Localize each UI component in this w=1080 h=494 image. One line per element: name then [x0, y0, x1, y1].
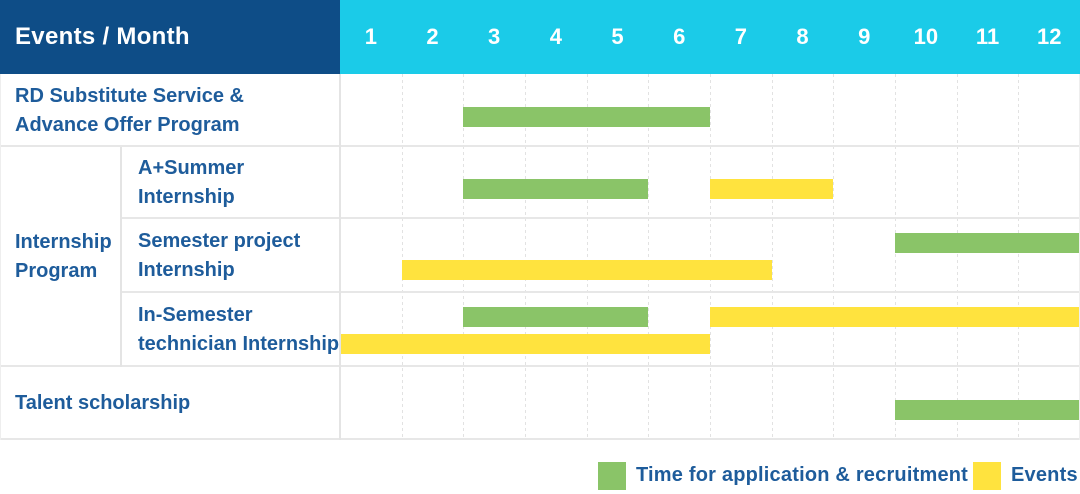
row-label-a-summer-internship: A+Summer Internship: [121, 147, 340, 219]
row-label-in-semester-technician-internship: In-Semester technician Internship: [121, 293, 340, 367]
gantt-bar-event: [340, 334, 710, 354]
group-sublabel-divider: [120, 147, 122, 367]
gantt-bar-application_recruitment: [895, 233, 1080, 253]
row-divider: [0, 145, 1080, 147]
month-header-cell: 2: [426, 24, 439, 49]
gantt-bar-event: [710, 179, 834, 199]
gantt-bar-event: [401, 260, 772, 280]
events-month-title: Events / Month: [15, 23, 190, 50]
row-divider: [0, 365, 1080, 367]
table-left-border: [0, 74, 1, 440]
row-label-semester-project-internship: Semester project Internship: [121, 219, 340, 293]
row-label-line: Internship: [138, 186, 235, 208]
month-header-cell: 1: [364, 24, 377, 49]
row-divider: [121, 291, 1080, 293]
row-divider: [121, 217, 1080, 219]
legend-label: Events: [1011, 464, 1078, 486]
legend-yellow-swatch-icon: [973, 461, 1001, 490]
gantt-track-semester-project: [340, 219, 1080, 293]
month-header-cell: 11: [975, 24, 1000, 49]
row-label-line: A+Summer: [138, 157, 245, 179]
legend-item-application-recruitment: Time for application & recruitment: [598, 461, 968, 490]
row-label-line: Program: [15, 260, 98, 282]
month-header-cell: 6: [673, 24, 686, 49]
row-label-line: Advance Offer Program: [15, 113, 240, 136]
gantt-track-a-summer: [340, 147, 1080, 219]
month-header-cell: 7: [734, 24, 747, 49]
month-header-cell: 9: [858, 24, 871, 49]
month-header-cell: 4: [549, 24, 562, 49]
legend-green-swatch-icon: [598, 461, 626, 490]
legend-label: Time for application & recruitment: [636, 464, 969, 486]
gantt-track-talent: [340, 367, 1080, 440]
month-header-cell: 5: [611, 24, 624, 49]
gantt-bar-application_recruitment: [463, 106, 710, 127]
row-label-rd-substitute: RD Substitute Service & Advance Offer Pr…: [0, 74, 340, 147]
row-label-line: technician Internship: [138, 333, 340, 355]
gantt-bar-application_recruitment: [895, 399, 1080, 420]
row-label-line: In-Semester: [138, 304, 253, 326]
row-group-label-internship-program: Internship Program: [0, 147, 121, 367]
gantt-bar-event: [710, 307, 1080, 327]
month-header-cell: 8: [796, 24, 809, 49]
gantt-track-in-semester: [340, 293, 1080, 367]
row-label-talent-scholarship: Talent scholarship: [0, 367, 340, 440]
row-label-line: Talent scholarship: [15, 392, 191, 414]
month-header-cell: 12: [1036, 24, 1062, 49]
label-grid-divider: [339, 74, 341, 440]
month-header-row: 1 2 3 4 5 6 7 8 9 10 11 12: [340, 0, 1080, 74]
table-bottom-border: [0, 438, 1080, 440]
row-label-line: Internship: [138, 259, 235, 281]
row-label-line: Internship: [15, 231, 112, 253]
month-header-cell: 10: [913, 24, 939, 49]
legend-item-events: Events: [973, 461, 1078, 490]
events-month-header-cell: Events / Month: [0, 0, 340, 74]
gantt-bar-application_recruitment: [463, 307, 649, 327]
row-label-line: Semester project: [138, 230, 301, 252]
gantt-bar-application_recruitment: [463, 179, 649, 199]
month-header-cell: 3: [488, 24, 501, 49]
row-label-line: RD Substitute Service &: [15, 84, 244, 107]
gantt-track-rd-substitute: [340, 74, 1080, 147]
